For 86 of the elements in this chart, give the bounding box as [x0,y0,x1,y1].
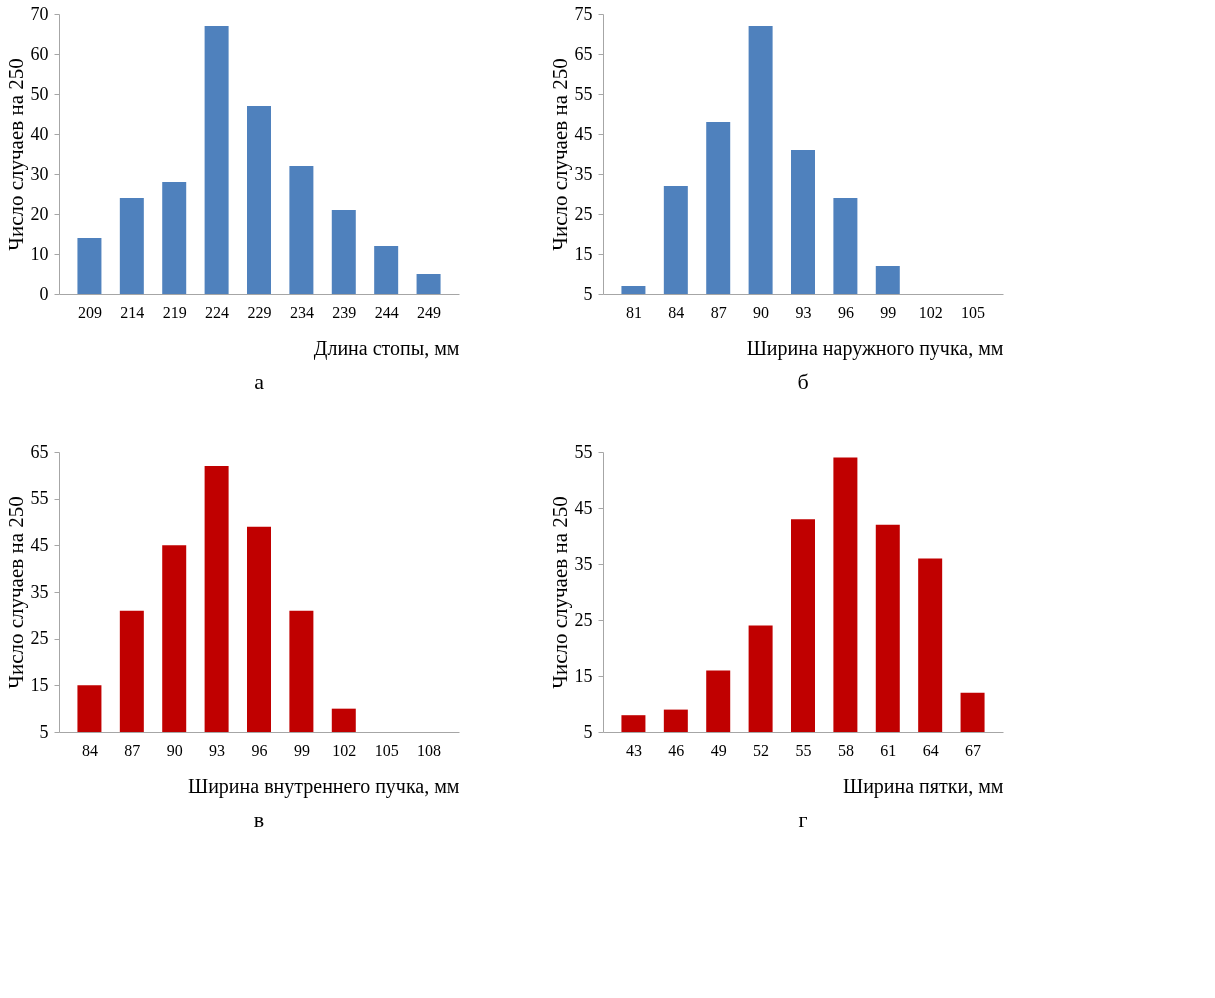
x-axis-title: Ширина внутреннего пучка, мм [187,774,460,798]
bar [289,166,314,294]
y-tick-label: 65 [30,441,49,462]
y-axis-title: Число случаев на 250 [547,58,572,251]
y-tick-label: 35 [574,553,593,574]
bar [204,26,229,294]
x-tick-label: 239 [332,303,357,321]
text: а [254,369,265,394]
x-tick-label: 96 [251,741,268,759]
y-tick-label: 15 [574,243,593,264]
x-tick-label: 96 [837,303,854,321]
x-tick-label: 99 [293,741,310,759]
x-tick-label: 58 [837,741,854,759]
bar [374,246,399,294]
x-tick-label: 90 [166,741,183,759]
x-tick-label: 93 [209,741,226,759]
y-tick-label: 25 [574,609,593,630]
y-tick-label: 45 [574,497,593,518]
y-tick-label: 30 [30,163,49,184]
y-tick-label: 65 [574,43,593,64]
y-tick-label: 10 [30,243,49,264]
x-tick-label: 90 [753,303,770,321]
y-tick-label: 45 [574,123,593,144]
y-tick-label: 55 [574,83,593,104]
x-tick-label: 87 [710,303,727,321]
text: б [797,369,809,394]
y-tick-label: 5 [39,721,49,742]
y-tick-label: 0 [39,283,49,304]
bar [416,274,441,294]
y-tick-label: 35 [574,163,593,184]
x-tick-label: 55 [795,741,812,759]
x-tick-label: 209 [77,303,102,321]
y-tick-label: 45 [30,534,49,555]
x-tick-label: 87 [124,741,141,759]
y-tick-label: 25 [30,628,49,649]
y-tick-label: 40 [30,123,49,144]
x-tick-label: 249 [417,303,442,321]
x-tick-label: 108 [417,741,442,759]
x-tick-label: 102 [918,303,943,321]
y-tick-label: 70 [30,3,49,24]
x-tick-label: 99 [880,303,897,321]
bar [119,198,144,294]
x-axis-title: Длина стопы, мм [313,336,460,360]
y-axis-title: Число случаев на 250 [3,496,28,689]
x-tick-label: 105 [374,741,399,759]
bar [331,210,356,294]
y-axis-title: Число случаев на 250 [3,58,28,251]
bar [77,238,102,294]
x-tick-label: 224 [205,303,230,321]
x-tick-label: 64 [922,741,939,759]
x-tick-label: 81 [625,303,642,321]
x-tick-label: 49 [710,741,727,759]
x-tick-label: 61 [880,741,897,759]
x-tick-label: 229 [247,303,272,321]
x-tick-label: 84 [668,303,685,321]
y-tick-label: 15 [30,674,49,695]
y-tick-label: 35 [30,581,49,602]
x-tick-label: 43 [625,741,642,759]
y-tick-label: 55 [574,441,593,462]
x-tick-label: 67 [965,741,982,759]
y-tick-label: 20 [30,203,49,224]
bar [162,182,187,294]
y-tick-label: 50 [30,83,49,104]
y-tick-label: 15 [574,665,593,686]
x-axis-title: Ширина наружного пучка, мм [746,336,1004,360]
y-tick-label: 60 [30,43,49,64]
x-tick-label: 84 [81,741,98,759]
y-tick-label: 25 [574,203,593,224]
x-tick-label: 244 [374,303,399,321]
x-tick-label: 219 [162,303,187,321]
x-tick-label: 234 [289,303,314,321]
x-axis-title: Ширина пятки, мм [842,774,1004,798]
y-tick-label: 75 [574,3,593,24]
y-tick-label: 5 [583,283,593,304]
x-tick-label: 105 [961,303,986,321]
y-tick-label: 55 [30,488,49,509]
x-tick-label: 46 [668,741,685,759]
y-axis-title: Число случаев на 250 [547,496,572,689]
x-tick-label: 214 [120,303,145,321]
y-tick-label: 5 [583,721,593,742]
bar [247,106,271,294]
x-tick-label: 52 [753,741,770,759]
text: г [798,807,808,832]
text: в [253,807,265,832]
x-tick-label: 102 [332,741,357,759]
x-tick-label: 93 [795,303,812,321]
